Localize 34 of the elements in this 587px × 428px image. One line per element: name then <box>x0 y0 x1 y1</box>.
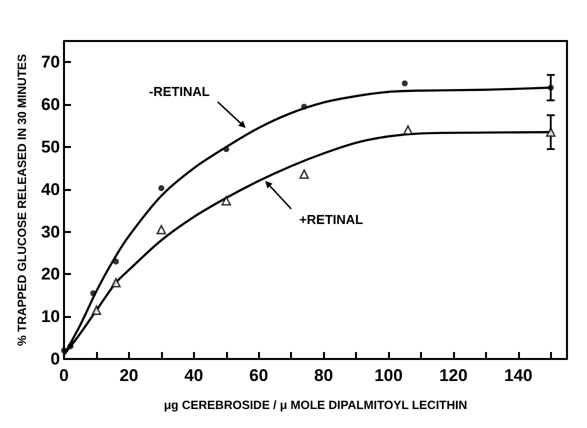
point <box>112 258 119 264</box>
x-tick-label: 120 <box>439 366 468 385</box>
x-tick-label: 100 <box>374 366 403 385</box>
point <box>158 185 164 192</box>
y-tick-label: 0 <box>50 350 60 368</box>
y-tick-label: 30 <box>41 222 60 242</box>
point <box>301 104 308 110</box>
point <box>223 146 230 152</box>
x-axis-title: μg CEREBROSIDE / μ MOLE DIPALMITOYL LECITHIN <box>164 398 468 412</box>
point <box>403 125 413 135</box>
point <box>67 343 74 350</box>
y-tick-label: 40 <box>41 180 60 199</box>
annotation: +RETINAL <box>299 212 364 227</box>
x-tick-label: 140 <box>504 366 533 385</box>
point <box>61 348 67 354</box>
annotation: -RETINAL <box>149 84 210 99</box>
x-tick-label: 60 <box>249 366 268 385</box>
y-tick-label: 10 <box>41 307 60 326</box>
point <box>111 278 121 288</box>
point <box>299 169 309 179</box>
y-axis-title: % TRAPPED GLUCOSE RELEASED IN 30 MINUTES <box>15 54 29 346</box>
point <box>546 127 556 137</box>
x-tick-label: 20 <box>119 366 138 385</box>
point <box>402 80 408 86</box>
point <box>92 305 102 315</box>
point <box>90 290 96 296</box>
x-tick-label: 80 <box>314 366 334 385</box>
y-tick-label: 20 <box>41 264 60 284</box>
x-tick-label: 40 <box>184 366 204 385</box>
y-tick-label: 50 <box>41 138 60 156</box>
point <box>222 196 232 206</box>
y-tick-label: 60 <box>41 95 60 114</box>
point <box>156 224 166 234</box>
y-tick-label: 70 <box>41 52 60 72</box>
